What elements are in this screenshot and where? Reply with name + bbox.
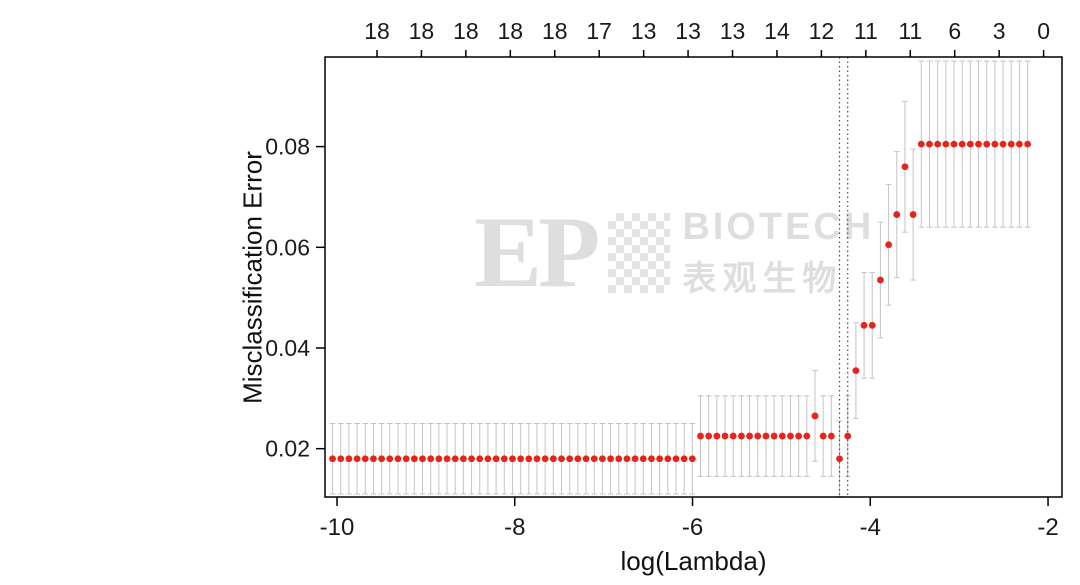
x-axis: -10 -8 -6 -4 -2 [320, 497, 1059, 541]
svg-text:18: 18 [542, 18, 568, 44]
svg-text:-6: -6 [682, 514, 703, 541]
svg-text:-2: -2 [1037, 514, 1058, 541]
svg-text:-8: -8 [504, 514, 525, 541]
svg-text:13: 13 [720, 18, 746, 44]
svg-text:-10: -10 [320, 514, 355, 541]
svg-text:13: 13 [631, 18, 657, 44]
y-axis: 0.02 0.04 0.06 0.08 [265, 134, 325, 462]
watermark-cn-text: 表观生物 [682, 260, 843, 298]
svg-text:14: 14 [764, 18, 790, 44]
y-axis-title: Misclassification Error [237, 151, 268, 404]
svg-text:0.08: 0.08 [265, 134, 310, 160]
svg-text:6: 6 [948, 18, 961, 44]
plot-box [324, 56, 1063, 498]
svg-text:12: 12 [809, 18, 835, 44]
svg-text:3: 3 [993, 18, 1006, 44]
svg-text:18: 18 [453, 18, 479, 44]
svg-text:0.06: 0.06 [265, 234, 310, 260]
svg-text:0.04: 0.04 [265, 335, 310, 361]
svg-text:11: 11 [898, 18, 922, 44]
watermark: EP BIOTECH 表观生物 [474, 196, 874, 309]
svg-text:13: 13 [675, 18, 701, 44]
svg-text:18: 18 [364, 18, 390, 44]
svg-text:11: 11 [854, 18, 878, 44]
svg-text:17: 17 [586, 18, 612, 44]
x-axis-title: log(Lambda) [620, 546, 767, 576]
error-bars [329, 60, 1031, 497]
watermark-brand-text: BIOTECH [682, 206, 875, 248]
svg-text:0.02: 0.02 [265, 436, 310, 462]
svg-text:18: 18 [409, 18, 435, 44]
watermark-ep-text: EP [474, 196, 600, 309]
data-points [329, 140, 1032, 463]
svg-text:0: 0 [1037, 18, 1050, 44]
svg-text:18: 18 [498, 18, 524, 44]
reference-lines [838, 57, 849, 497]
watermark-emblem-icon [608, 213, 671, 293]
svg-text:-4: -4 [860, 514, 881, 541]
watermark-brand-block: BIOTECH 表观生物 [682, 206, 874, 300]
top-axis: 18 18 18 18 18 17 13 13 13 14 12 11 11 6 3 0 [364, 18, 1050, 57]
